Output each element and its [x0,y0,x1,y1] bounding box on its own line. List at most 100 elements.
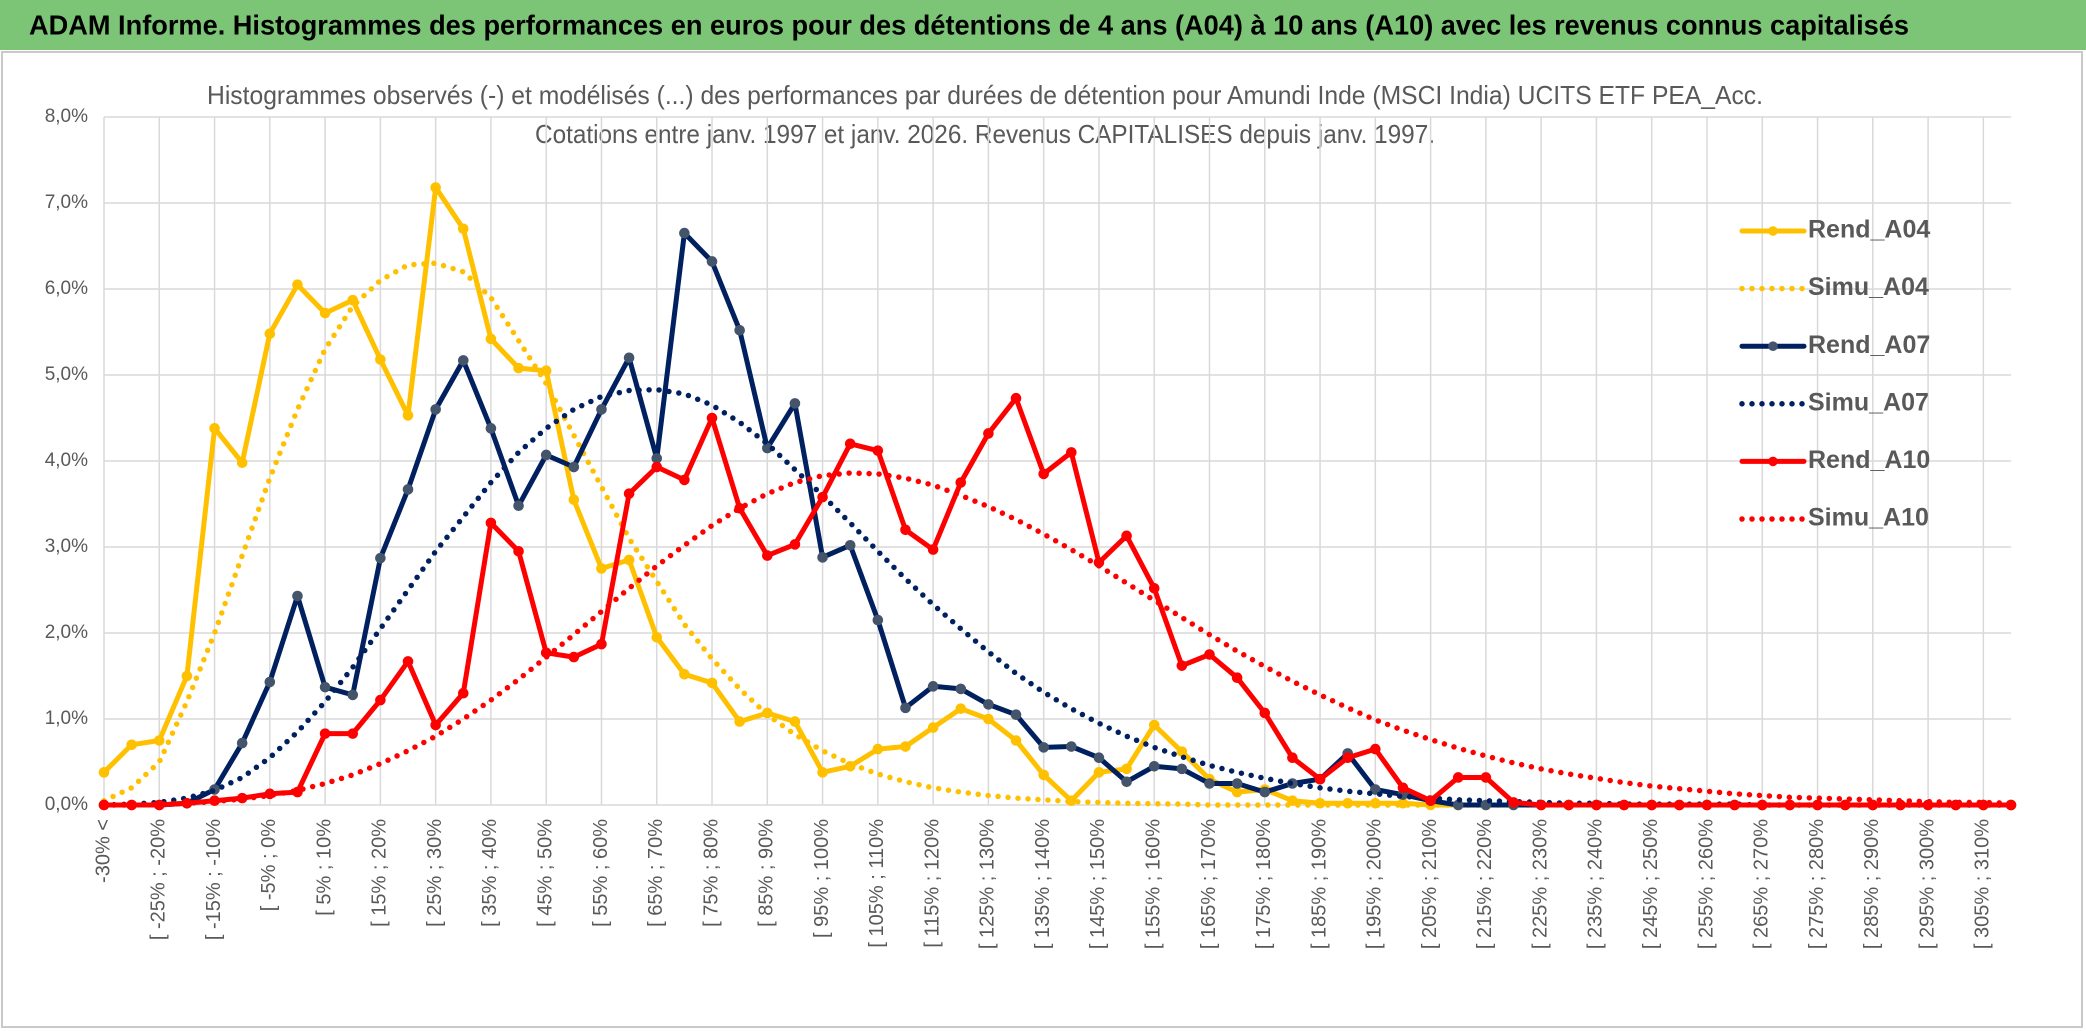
marker [679,227,690,239]
marker [1093,752,1105,764]
marker [568,651,580,663]
marker [596,563,607,574]
marker [1480,772,1492,783]
y-tick-label: 6,0% [45,278,88,299]
marker [319,728,331,739]
marker [679,474,690,486]
marker [485,517,497,529]
x-tick-label: [ 155% ; 160% [1143,819,1165,949]
x-tick-label: [ 75% ; 80% [700,819,722,927]
marker [872,614,884,626]
marker [513,362,524,374]
marker [1066,741,1077,752]
marker [1342,752,1353,764]
legend-marker [1768,226,1778,236]
marker [679,668,690,680]
marker [236,457,248,469]
x-tick-label: [ 45% ; 50% [534,819,556,927]
marker [126,739,137,751]
x-tick-label: [ 55% ; 60% [590,819,612,927]
marker [1148,761,1160,772]
dotted-line [101,386,2014,808]
marker [983,428,994,439]
marker [292,279,303,291]
marker [789,539,801,550]
marker [402,410,414,421]
marker [430,182,441,193]
marker [817,491,828,503]
marker [623,554,635,566]
marker [1701,799,1713,811]
legend-label: Simu_A04 [1808,273,1929,301]
marker [181,670,193,682]
y-tick-label: 8,0% [45,106,88,127]
marker [347,689,359,701]
marker [734,716,745,727]
legend-marker [1768,456,1778,467]
marker [1646,799,1658,811]
marker [319,681,331,693]
page-title: ADAM Informe. Histogrammes des performan… [29,9,1909,40]
x-tick-label: -30% < [92,819,114,883]
marker [236,737,248,749]
marker [540,449,552,461]
x-tick-label: [ 295% ; 300% [1916,819,1938,949]
x-tick-label: [ 235% ; 240% [1585,819,1607,949]
legend-label: Rend_A10 [1808,446,1930,474]
x-tick-label: [ 205% ; 210% [1419,819,1441,949]
marker [1535,799,1547,811]
marker [98,767,110,778]
x-tick-label: [ 175% ; 180% [1253,819,1275,949]
marker [457,223,469,235]
marker [1231,778,1243,789]
marker [1370,784,1381,795]
marker [402,656,414,667]
marker [485,423,497,434]
marker [1121,776,1132,788]
marker [1176,660,1188,671]
dotted-line [101,260,2014,808]
marker [844,438,856,450]
marker [1508,797,1519,808]
legend-marker [1768,341,1778,352]
x-tick-label: [ 125% ; 130% [977,819,999,949]
marker [789,716,801,727]
marker [734,324,745,336]
marker [1176,746,1188,757]
x-tick-label: [ 95% ; 100% [811,819,833,938]
marker [983,699,994,710]
marker [375,694,386,706]
marker [706,677,718,689]
marker [817,767,828,778]
x-tick-label: [ 35% ; 40% [479,819,501,927]
line [101,395,2014,808]
marker [1756,799,1768,811]
marker [1784,799,1796,811]
marker [872,445,884,456]
x-tick-label: [ 225% ; 230% [1529,819,1551,949]
marker [927,722,939,733]
x-tick-label: [ -15% ; -10% [203,819,225,940]
marker [1066,447,1077,458]
marker [1038,468,1049,480]
plot [98,182,2017,811]
y-tick-label: 5,0% [45,364,88,385]
marker [1259,786,1271,798]
marker [1370,743,1381,755]
chart-title: Histogrammes observés (-) et modélisés (… [207,80,1763,110]
marker [900,741,911,752]
x-tick-label: [ 265% ; 270% [1751,819,1773,949]
marker [1121,530,1132,542]
marker [513,546,524,557]
y-tick-label: 7,0% [45,192,88,213]
marker [1591,799,1602,811]
x-tick-label: [ -5% ; 0% [258,819,280,911]
marker [651,461,663,473]
marker [623,352,635,364]
y-tick-label: 0,0% [45,794,88,815]
grid: 0,0% 1,0% 2,0% 3,0% 4,0% 5,0% 6,0% 7,0% 8,0% -30%… [45,106,2011,949]
x-tick-label: [ 145% ; 150% [1087,819,1109,949]
legend-label: Rend_A04 [1808,216,1930,244]
x-tick-label: [ 25% ; 30% [424,819,446,927]
